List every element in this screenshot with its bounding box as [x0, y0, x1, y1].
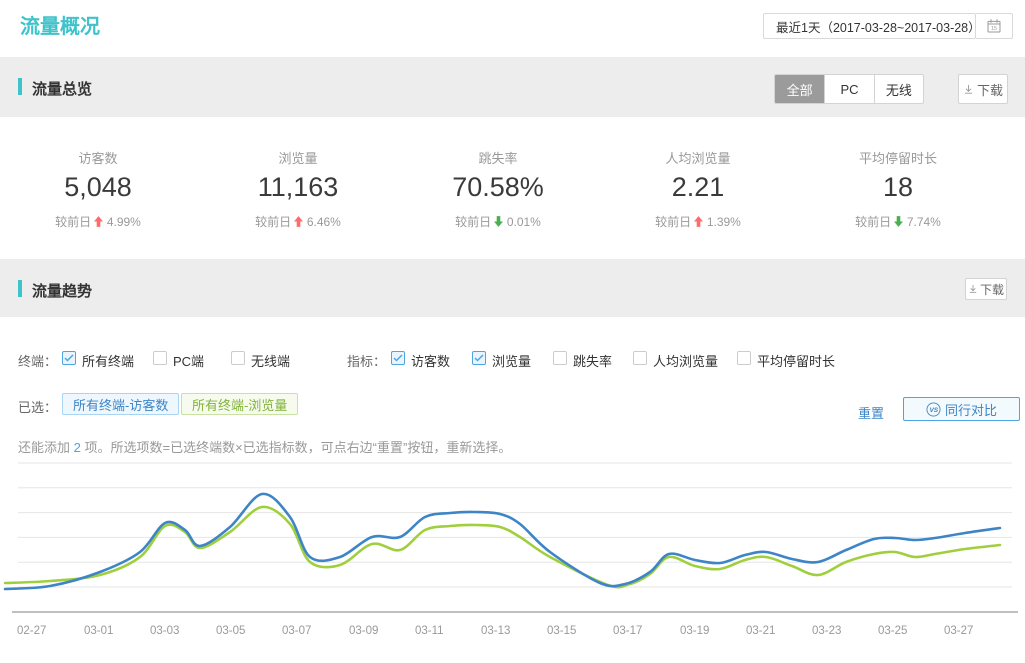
svg-text:15: 15: [991, 26, 997, 32]
svg-text:VS: VS: [929, 407, 938, 414]
